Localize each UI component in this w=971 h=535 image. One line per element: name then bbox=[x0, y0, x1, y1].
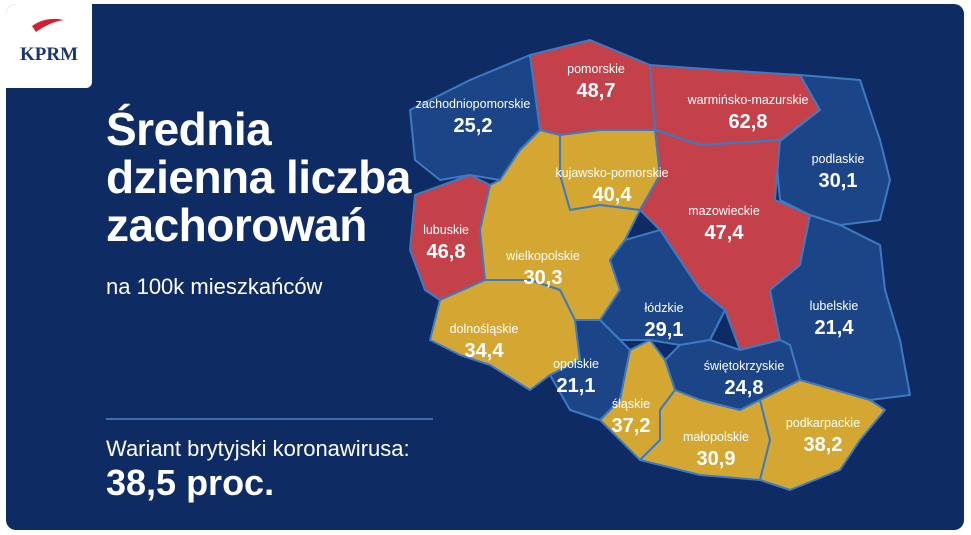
title-line: Średnia bbox=[106, 103, 272, 155]
region-name: warmińsko-mazurskie bbox=[687, 93, 809, 107]
region bbox=[759, 379, 886, 491]
variant-value: 38,5 proc. bbox=[106, 462, 275, 503]
region-value: 46,8 bbox=[427, 241, 466, 263]
panel: KPRM Średnia dzienna liczba zachorowań n… bbox=[6, 4, 964, 530]
logo-text: KPRM bbox=[19, 44, 79, 65]
region-name: lubuskie bbox=[423, 223, 469, 237]
subtitle: na 100k mieszkańców bbox=[106, 274, 323, 299]
region-name: dolnośląskie bbox=[450, 322, 519, 336]
region-name: świętokrzyskie bbox=[704, 359, 785, 373]
region-value: 24,8 bbox=[725, 377, 764, 399]
region-name: zachodniopomorskie bbox=[416, 97, 531, 111]
region-value: 30,9 bbox=[697, 448, 736, 470]
region-value: 21,4 bbox=[815, 317, 855, 339]
region-name: mazowieckie bbox=[688, 204, 760, 218]
region-name: opolskie bbox=[553, 357, 599, 371]
region-name: śląskie bbox=[612, 397, 650, 411]
region bbox=[639, 389, 771, 481]
region-value: 25,2 bbox=[454, 115, 493, 137]
region-name: podlaskie bbox=[812, 152, 865, 166]
region-name: podkarpackie bbox=[786, 416, 860, 430]
region-name: łódzkie bbox=[645, 301, 684, 315]
region-value: 29,1 bbox=[645, 319, 684, 341]
region-value: 37,2 bbox=[612, 415, 651, 437]
region-name: kujawsko-pomorskie bbox=[555, 166, 668, 180]
region-value: 47,4 bbox=[705, 222, 745, 244]
region bbox=[409, 174, 491, 301]
title-line: zachorowań bbox=[106, 199, 367, 251]
logo-flag bbox=[32, 18, 64, 32]
divider bbox=[106, 418, 433, 420]
map: zachodniopomorskie 25,2 pomorskie 48,7 warmi… bbox=[409, 39, 911, 491]
region-name: lubelskie bbox=[810, 299, 859, 313]
region-value: 40,4 bbox=[593, 184, 633, 206]
title-line: dzienna liczba bbox=[106, 151, 411, 203]
region-name: pomorskie bbox=[567, 62, 625, 76]
logo: KPRM bbox=[6, 4, 92, 88]
region-value: 62,8 bbox=[729, 111, 768, 133]
region-value: 34,4 bbox=[465, 340, 505, 362]
region-value: 38,2 bbox=[804, 434, 843, 456]
region-name: wielkopolskie bbox=[505, 249, 580, 263]
region-name: małopolskie bbox=[683, 430, 749, 444]
region-value: 48,7 bbox=[577, 80, 616, 102]
variant-label: Wariant brytyjski koronawirusa: bbox=[106, 436, 410, 461]
region-value: 30,3 bbox=[524, 267, 563, 289]
region-value: 21,1 bbox=[557, 375, 596, 397]
region-value: 30,1 bbox=[819, 170, 858, 192]
